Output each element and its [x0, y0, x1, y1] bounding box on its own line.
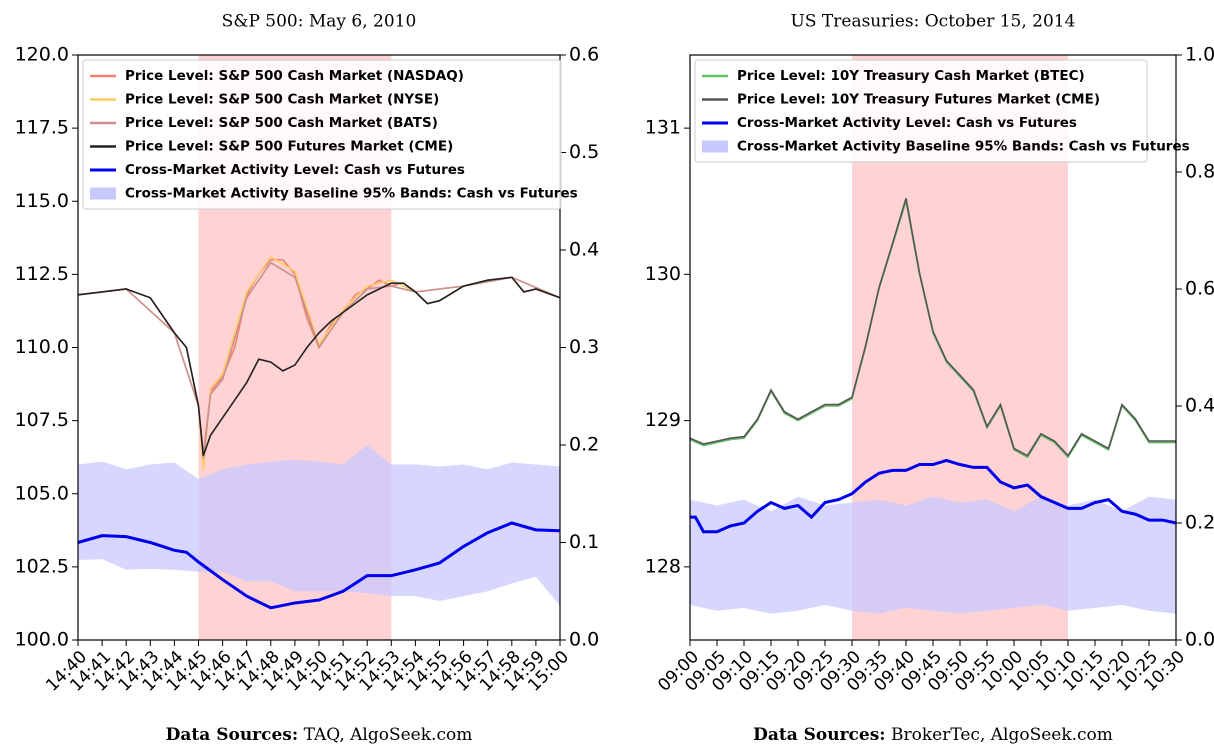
y2-tick-label: 0.2	[1185, 512, 1214, 534]
y2-tick-label: 0.6	[1185, 278, 1214, 300]
legend-label: Cross-Market Activity Baseline 95% Bands…	[125, 186, 578, 202]
legend-label: Price Level: S&P 500 Cash Market (NYSE)	[125, 92, 439, 108]
y2-tick-label: 0.1	[569, 531, 599, 553]
band	[690, 496, 1176, 614]
legend-label: Cross-Market Activity Level: Cash vs Fut…	[125, 162, 465, 178]
band	[78, 445, 560, 606]
y-tick-label: 100.0	[15, 629, 69, 651]
y2-tick-label: 0.0	[1185, 629, 1214, 651]
source-text: TAQ, AlgoSeek.com	[304, 725, 473, 745]
y-tick-label: 102.5	[15, 555, 69, 577]
source-label: Data Sources:	[166, 725, 299, 745]
source-label: Data Sources:	[753, 725, 886, 745]
y2-tick-label: 0.8	[1185, 161, 1214, 183]
legend-label: Price Level: S&P 500 Futures Market (CME…	[125, 139, 453, 155]
legend-swatch	[90, 187, 116, 200]
source-text: BrokerTec, AlgoSeek.com	[891, 725, 1113, 745]
y2-tick-label: 0.4	[1185, 395, 1214, 417]
chart-title: S&P 500: May 6, 2010	[222, 12, 417, 32]
y-tick-label: 107.5	[15, 409, 69, 431]
y-tick-label: 120.0	[15, 44, 69, 66]
legend-label: Price Level: 10Y Treasury Cash Market (B…	[737, 68, 1085, 84]
data-source: Data Sources: TAQ, AlgoSeek.com	[166, 725, 473, 745]
legend-label: Price Level: S&P 500 Cash Market (NASDAQ…	[125, 68, 464, 84]
panel: 1281291301310.00.20.40.60.81.009:0009:05…	[645, 12, 1214, 745]
series-line	[690, 458, 1177, 534]
legend-label: Cross-Market Activity Level: Cash vs Fut…	[737, 115, 1077, 131]
chart-title: US Treasuries: October 15, 2014	[791, 12, 1076, 32]
legend-label: Cross-Market Activity Baseline 95% Bands…	[737, 139, 1190, 155]
y2-tick-label: 0.6	[569, 44, 599, 66]
y-tick-label: 131	[645, 117, 681, 139]
y2-tick-label: 0.2	[569, 434, 599, 456]
data-source: Data Sources: BrokerTec, AlgoSeek.com	[753, 725, 1113, 745]
y-tick-label: 129	[645, 409, 681, 431]
series-line	[689, 198, 1176, 458]
y2-tick-label: 0.3	[569, 336, 599, 358]
y-tick-label: 110.0	[15, 336, 69, 358]
y2-tick-label: 0.0	[569, 629, 599, 651]
legend-swatch	[702, 140, 728, 153]
legend-label: Price Level: S&P 500 Cash Market (BATS)	[125, 115, 438, 131]
legend: Price Level: S&P 500 Cash Market (NASDAQ…	[82, 59, 578, 210]
y-tick-label: 105.0	[15, 482, 69, 504]
y-tick-label: 128	[645, 555, 681, 577]
legend-box	[82, 59, 562, 210]
legend: Price Level: 10Y Treasury Cash Market (B…	[694, 59, 1190, 163]
y2-tick-label: 0.5	[569, 141, 599, 163]
y2-tick-label: 0.4	[569, 239, 599, 261]
y-tick-label: 117.5	[15, 117, 69, 139]
panel: 100.0 102.5 105.0 107.5 110.0 112.5 115.0 117.5…	[15, 12, 600, 745]
legend-label: Price Level: 10Y Treasury Futures Market…	[737, 92, 1100, 108]
legend-box	[694, 59, 1148, 163]
series-line	[77, 521, 561, 610]
series-line	[77, 261, 561, 459]
y2-tick-label: 1.0	[1185, 44, 1214, 66]
series-line	[77, 276, 561, 456]
y-tick-label: 130	[645, 263, 681, 285]
y-tick-label: 112.5	[15, 263, 69, 285]
y-tick-label: 115.0	[15, 190, 69, 212]
